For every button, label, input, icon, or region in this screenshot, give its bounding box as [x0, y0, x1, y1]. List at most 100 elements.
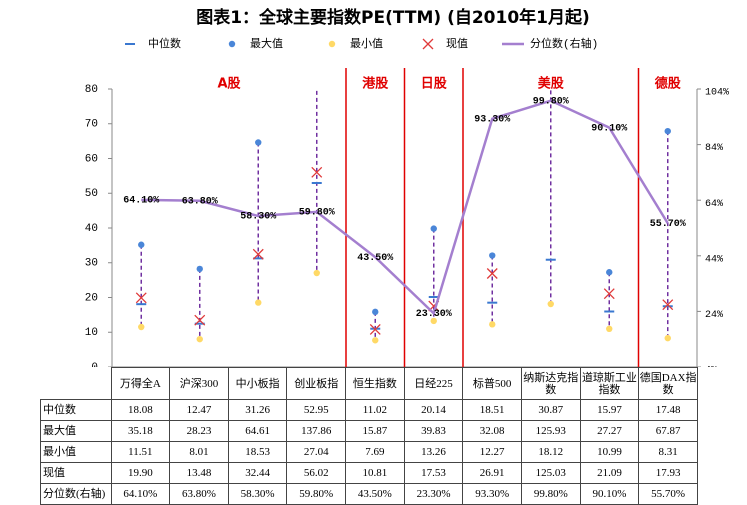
table-cell: 27.27: [579, 420, 640, 442]
table-cell: 64.10%: [110, 483, 171, 505]
table-cell: 58.30%: [227, 483, 288, 505]
data-label: 55.70%: [650, 219, 686, 230]
x-mark: [135, 292, 147, 304]
table-cell: 90.10%: [579, 483, 640, 505]
table-cell: 52.95: [286, 399, 347, 421]
x-mark: [486, 268, 498, 279]
dot-mark: [313, 269, 320, 277]
category-label: 道琼斯工业指数: [579, 367, 640, 400]
table-cell: 31.26: [227, 399, 288, 421]
dot-mark: [489, 252, 496, 259]
row-label: 最小值: [40, 441, 112, 463]
data-label: 43.50%: [357, 253, 393, 264]
dot-mark: [196, 335, 203, 343]
y2-tick-label: 104%: [705, 88, 729, 99]
table-cell: 12.47: [169, 399, 229, 421]
table-cell: 64.61: [227, 420, 288, 442]
table-cell: 8.31: [638, 441, 698, 463]
group-label: 德股: [655, 76, 681, 92]
category-label: 纳斯达克指数: [520, 367, 581, 400]
y-tick-label: 30: [85, 258, 98, 270]
y2-tick-label: 44%: [705, 254, 723, 265]
table-cell: 18.53: [227, 441, 288, 463]
table-row: 最小值 11.51 8.01 18.53 27.04 7.69 13.26 12.27 18.1…: [40, 441, 698, 463]
dot-mark: [328, 40, 336, 48]
chart-title: 图表1：全球主要指数PE(TTM) (自2010年1月起): [196, 7, 590, 28]
category-label: 万得全A: [110, 367, 171, 400]
x-mark: [603, 288, 615, 300]
table-row: 最大值 35.18 28.23 64.61 137.86 15.87 39.83 32.08 1…: [40, 420, 698, 442]
table-cell: 15.97: [579, 399, 640, 421]
data-label: 90.10%: [591, 123, 627, 134]
table-cell: 43.50%: [345, 483, 405, 505]
y-tick-label: 40: [85, 223, 98, 235]
table-cell: 59.80%: [286, 483, 347, 505]
dot-mark: [606, 269, 613, 276]
y-tick-label: 20: [85, 292, 98, 304]
group-label: 日股: [421, 77, 447, 92]
table-cell: 21.09: [579, 462, 640, 484]
table-cell: 32.44: [227, 462, 288, 484]
category-label: 中小板指: [227, 367, 288, 400]
y2-tick-label: 4%: [705, 366, 717, 367]
dot-mark: [430, 317, 437, 325]
category-label: 创业板指: [286, 367, 347, 400]
y-tick-label: 80: [85, 84, 98, 96]
dot-mark: [138, 241, 145, 248]
table-cell: 55.70%: [638, 483, 698, 505]
legend-label: 最大值: [250, 36, 283, 51]
data-table: 万得全A 沪深300 中小板指 创业板指 恒生指数 日经225 标普500 纳斯达克指数 道琼斯…: [40, 367, 698, 505]
table-cell: 18.12: [520, 441, 581, 463]
table-cell: 17.93: [638, 462, 698, 484]
table-cell: 15.87: [345, 420, 405, 442]
table-cell: 28.23: [169, 420, 229, 442]
category-label: 日经225: [403, 367, 464, 400]
category-label: 沪深300: [169, 367, 229, 400]
table-cell: 13.26: [403, 441, 464, 463]
table-cell: 63.80%: [169, 483, 229, 505]
table-cell: 32.08: [462, 420, 522, 442]
data-label: 63.80%: [182, 196, 218, 207]
category-label: 德国DAX指数: [638, 367, 698, 400]
table-cell: 17.53: [403, 462, 464, 484]
table-cell: 30.87: [520, 399, 581, 421]
y-tick-label: 0: [91, 362, 98, 367]
row-label: 最大值: [40, 420, 112, 442]
group-label: 美股: [538, 76, 564, 92]
x-mark: [252, 248, 264, 260]
table-cell: 11.02: [345, 399, 405, 421]
table-cell: 19.90: [110, 462, 171, 484]
table-cell: 8.01: [169, 441, 229, 463]
y2-tick-label: 64%: [705, 199, 723, 210]
table-cell: 56.02: [286, 462, 347, 484]
chart: 图表1：全球主要指数PE(TTM) (自2010年1月起) 0 10 20 30 40 5…: [85, 7, 729, 367]
dot-mark: [430, 225, 437, 232]
data-label: 59.80%: [299, 208, 335, 219]
table-cell: 26.91: [462, 462, 522, 484]
dot-mark: [664, 127, 671, 135]
table-cell: 7.69: [345, 441, 405, 463]
y-tick-label: 60: [85, 153, 98, 165]
legend-label: 最小值: [350, 37, 383, 51]
table-cell: 125.93: [520, 420, 581, 442]
category-label: 恒生指数: [345, 367, 405, 400]
x-mark: [194, 314, 206, 326]
table-cell: 10.81: [345, 462, 405, 484]
table-cell: 27.04: [286, 441, 347, 463]
y-tick-label: 50: [85, 188, 98, 200]
table-cell: 67.87: [638, 420, 698, 442]
group-label: 港股: [362, 76, 388, 92]
table-cell: 39.83: [403, 420, 464, 442]
table-header-row: 万得全A 沪深300 中小板指 创业板指 恒生指数 日经225 标普500 纳斯达克指数 道琼斯…: [40, 367, 698, 400]
legend-label: 分位数(右轴): [530, 36, 598, 51]
table-cell: 137.86: [286, 420, 347, 442]
table-cell: 18.08: [110, 399, 171, 421]
dot-mark: [255, 299, 262, 306]
dot-mark: [664, 334, 671, 342]
data-label: 58.30%: [240, 212, 276, 223]
y2-tick-label: 84%: [705, 143, 723, 154]
table-cell: 35.18: [110, 420, 171, 442]
percentile-line: [141, 99, 669, 316]
legend-label: 中位数: [148, 36, 181, 51]
